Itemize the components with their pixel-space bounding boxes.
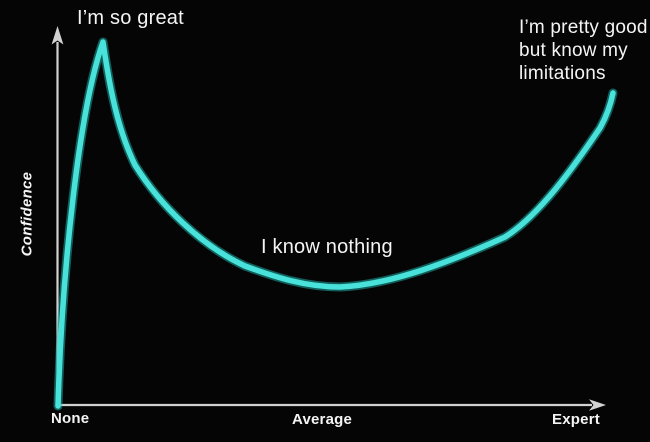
annotation-valley: I know nothing (261, 236, 393, 258)
x-tick-average: Average (291, 411, 353, 428)
y-axis-arrow-icon (51, 26, 64, 45)
annotation-expert-line3: limitations (519, 63, 606, 84)
x-tick-expert: Expert (552, 411, 600, 428)
x-tick-none: None (51, 410, 90, 427)
annotation-expert-line1: I’m pretty good (519, 17, 648, 38)
confidence-curve (55, 39, 616, 409)
annotation-expert: I’m pretty good but know my limitations (519, 16, 648, 85)
confidence-curve-glow (53, 37, 618, 411)
x-axis-arrow-icon (589, 399, 606, 411)
y-axis-label: Confidence (18, 171, 36, 257)
annotation-expert-line2: but know my (519, 40, 628, 61)
annotation-peak: I’m so great (77, 7, 184, 29)
